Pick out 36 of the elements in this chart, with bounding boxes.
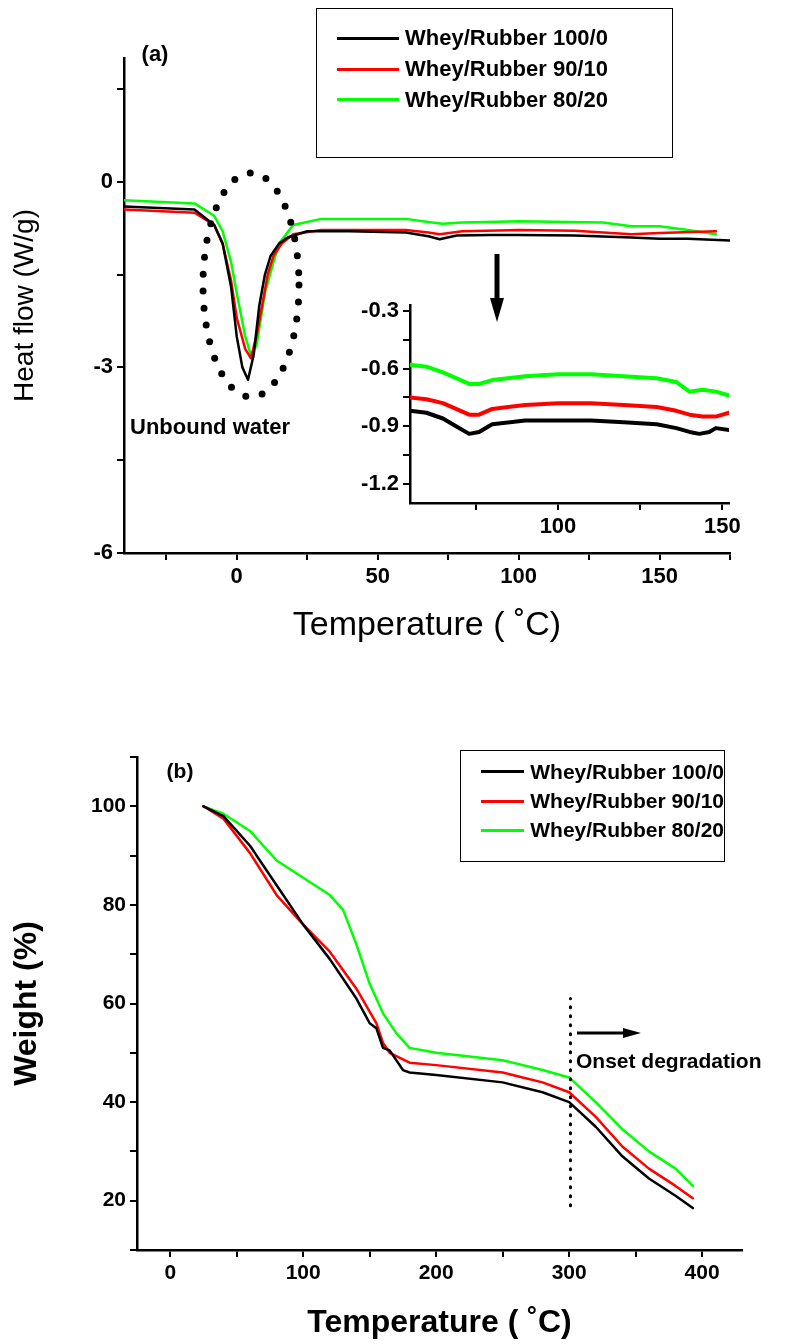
y-tick-label: -6 [93, 539, 113, 565]
legend-label: Whey/Rubber 100/0 [405, 25, 608, 52]
x-tick-label: 50 [365, 563, 390, 589]
y-axis-title: Heat flow (W/g) [7, 209, 39, 402]
legend-label: Whey/Rubber 80/20 [530, 818, 724, 843]
legend-label: Whey/Rubber 90/10 [530, 789, 724, 814]
x-tick-label: 200 [418, 1260, 454, 1284]
y-tick-label: -0.9 [361, 412, 399, 438]
x-tick-label: 150 [704, 513, 741, 539]
y-tick-label: -1.2 [361, 469, 399, 495]
x-tick-label: 150 [641, 563, 678, 589]
y-tick-label: -3 [93, 353, 113, 379]
annotation: Unbound water [130, 414, 291, 440]
y-tick-label: -0.6 [361, 354, 399, 380]
annotation: Onset degradation [576, 1048, 762, 1072]
y-tick-label: -0.3 [361, 297, 399, 323]
y-tick-label: 0 [100, 167, 113, 193]
legend-label: Whey/Rubber 80/20 [405, 86, 608, 113]
x-tick-label: 0 [164, 1260, 177, 1284]
y-axis-title: Weight (%) [7, 921, 44, 1086]
y-tick-label: 60 [102, 990, 126, 1014]
x-tick-label: 400 [684, 1260, 720, 1284]
legend-label: Whey/Rubber 100/0 [530, 759, 724, 784]
x-tick-label: 100 [285, 1260, 321, 1284]
y-tick-label: 100 [90, 793, 126, 817]
x-axis-title: Temperature ( ˚C) [307, 1302, 572, 1339]
x-axis-title: Temperature ( ˚C) [292, 603, 562, 642]
y-tick-label: 40 [102, 1088, 126, 1112]
chart-title: (a) [141, 41, 169, 67]
x-tick-label: 0 [230, 563, 243, 589]
x-tick-label: 100 [500, 563, 537, 589]
legend-label: Whey/Rubber 90/10 [405, 56, 608, 83]
x-tick-label: 300 [551, 1260, 587, 1284]
chart-title: (b) [166, 758, 194, 782]
y-tick-label: 20 [102, 1187, 126, 1211]
y-tick-label: 80 [102, 891, 126, 915]
